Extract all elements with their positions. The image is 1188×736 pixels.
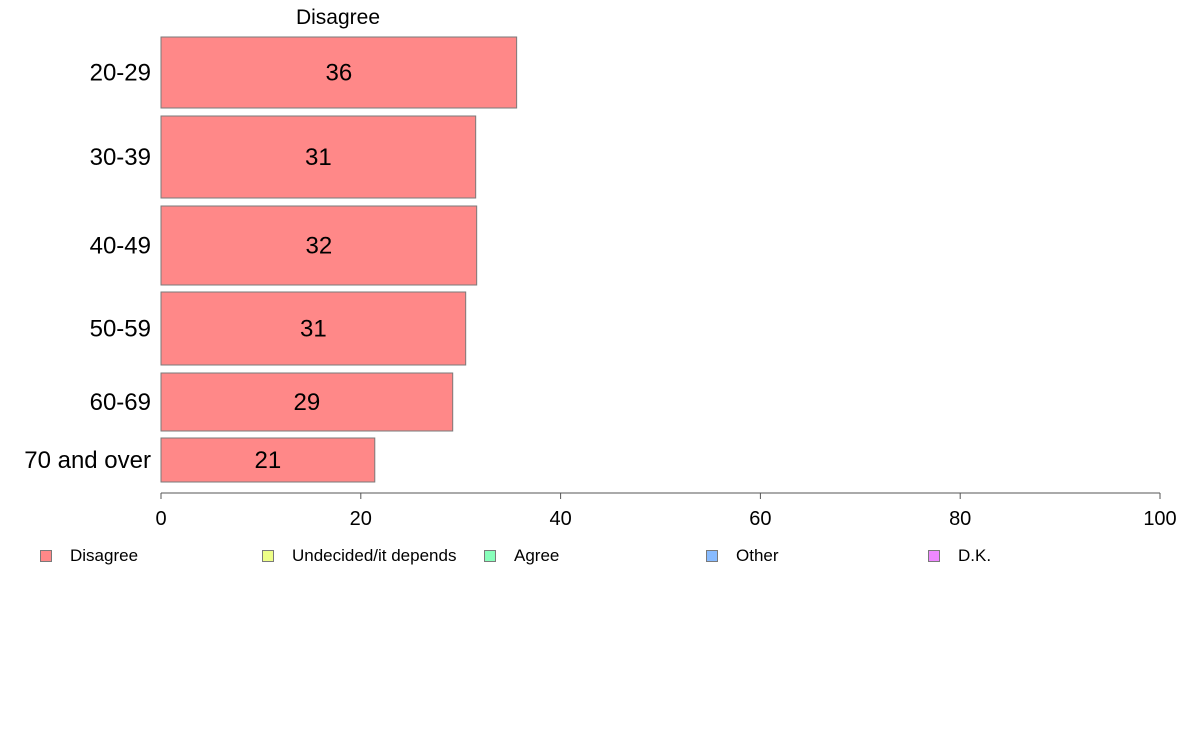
legend-swatch-disagree [40,550,52,562]
category-label: 40-49 [90,233,151,260]
x-tick-label: 20 [350,508,372,530]
legend-swatch-agree [484,550,496,562]
legend-item-undecided: Undecided/it depends [262,546,456,566]
x-axis: 0 20 40 60 80 100 [155,492,1177,530]
bar-value-label: 21 [255,447,282,474]
legend-swatch-dk [928,550,940,562]
category-label: 50-59 [90,316,151,343]
category-label: 20-29 [90,60,151,87]
panel-title: Disagree [296,6,380,29]
bar-50-59 [160,291,467,366]
x-tick-label: 0 [155,508,166,530]
bar-value-label: 36 [325,60,352,87]
bar-value-label: 31 [300,316,327,343]
bar-value-label: 32 [305,233,332,260]
legend-item-agree: Agree [484,546,559,566]
legend-swatch-undecided [262,550,274,562]
legend-item-dk: D.K. [928,546,991,566]
bar-30-39 [160,115,477,199]
legend-label: Other [736,546,779,565]
bar-value-label: 29 [294,389,321,416]
bar-value-label: 31 [305,144,332,171]
category-label: 30-39 [90,144,151,171]
legend-item-disagree: Disagree [40,546,138,566]
legend-item-other: Other [706,546,779,566]
category-label: 70 and over [24,447,151,474]
legend-label: Agree [514,546,560,565]
legend-swatch-other [706,550,718,562]
x-tick-label: 40 [549,508,571,530]
x-tick-label: 80 [949,508,971,530]
legend-label: Disagree [70,546,139,565]
x-tick-label: 60 [749,508,771,530]
bar-60-69 [160,372,454,432]
legend-label: D.K. [958,546,992,565]
category-label: 60-69 [90,389,151,416]
legend: Disagree Undecided/it depends Agree Othe… [0,546,1188,570]
bars-group: 36 20-29 31 30-39 32 40-49 31 50-59 29 60-69 21 70 … [24,36,518,483]
bar-70-and-over [160,437,376,483]
legend-label: Undecided/it depends [292,546,457,565]
bar-20-29 [160,36,518,109]
bar-40-49 [160,205,478,286]
x-tick-label: 100 [1143,508,1176,530]
